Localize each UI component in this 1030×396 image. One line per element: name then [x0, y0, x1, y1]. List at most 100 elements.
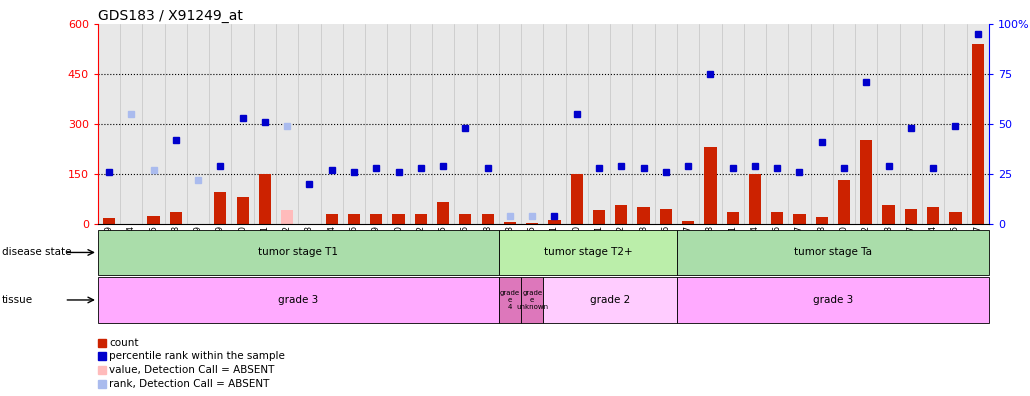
Bar — [147, 216, 160, 224]
Bar — [837, 181, 850, 224]
Bar — [927, 207, 939, 224]
Bar — [142, 24, 165, 224]
Bar — [98, 277, 499, 323]
Bar — [632, 24, 655, 224]
Bar — [811, 24, 833, 224]
Text: grade 3: grade 3 — [813, 295, 853, 305]
Bar — [165, 24, 187, 224]
Bar — [766, 24, 788, 224]
Bar — [410, 24, 432, 224]
Text: tumor stage T1: tumor stage T1 — [259, 248, 338, 257]
Bar — [883, 206, 895, 224]
Bar — [793, 214, 805, 224]
Bar — [945, 24, 966, 224]
Bar — [237, 197, 249, 224]
Bar — [655, 24, 677, 224]
Bar — [253, 24, 276, 224]
Bar — [521, 24, 543, 224]
Bar — [593, 210, 606, 224]
Bar — [214, 192, 227, 224]
Text: grade
e
4: grade e 4 — [500, 290, 520, 310]
Bar — [615, 206, 627, 224]
Bar — [392, 214, 405, 224]
Bar — [232, 24, 253, 224]
Bar — [477, 24, 499, 224]
Bar — [186, 24, 209, 224]
Bar — [499, 230, 677, 275]
Bar — [878, 24, 899, 224]
Text: count: count — [109, 338, 139, 348]
Bar — [432, 24, 454, 224]
Bar — [348, 214, 360, 224]
Bar — [103, 218, 115, 224]
Bar — [899, 24, 922, 224]
Bar — [276, 24, 299, 224]
Text: tumor stage T2+: tumor stage T2+ — [544, 248, 632, 257]
Bar — [659, 209, 672, 224]
Text: grade 2: grade 2 — [590, 295, 630, 305]
Bar — [281, 210, 294, 224]
Bar — [98, 230, 499, 275]
Bar — [454, 24, 477, 224]
Bar — [726, 212, 739, 224]
Bar — [170, 212, 182, 224]
Bar — [526, 223, 539, 224]
Text: rank, Detection Call = ABSENT: rank, Detection Call = ABSENT — [109, 379, 270, 389]
Bar — [705, 147, 717, 224]
Text: value, Detection Call = ABSENT: value, Detection Call = ABSENT — [109, 366, 275, 375]
Bar — [121, 24, 142, 224]
Bar — [343, 24, 365, 224]
Bar — [922, 24, 945, 224]
Bar — [571, 174, 583, 224]
Bar — [699, 24, 721, 224]
Bar — [682, 221, 694, 224]
Bar — [855, 24, 878, 224]
Bar — [387, 24, 410, 224]
Bar — [744, 24, 766, 224]
Bar — [209, 24, 232, 224]
Bar — [320, 24, 343, 224]
Bar — [325, 214, 338, 224]
Text: disease state: disease state — [2, 248, 71, 257]
Bar — [610, 24, 632, 224]
Bar — [966, 24, 989, 224]
Bar — [259, 174, 271, 224]
Bar — [677, 277, 989, 323]
Bar — [816, 217, 828, 224]
Bar — [299, 24, 320, 224]
Bar — [588, 24, 610, 224]
Bar — [721, 24, 744, 224]
Bar — [543, 24, 565, 224]
Text: tumor stage Ta: tumor stage Ta — [794, 248, 871, 257]
Text: GDS183 / X91249_at: GDS183 / X91249_at — [98, 9, 243, 23]
Bar — [950, 212, 962, 224]
Text: grade
e
unknown: grade e unknown — [516, 290, 548, 310]
Bar — [749, 174, 761, 224]
Bar — [370, 214, 382, 224]
Bar — [677, 24, 699, 224]
Bar — [638, 207, 650, 224]
Text: grade 3: grade 3 — [278, 295, 318, 305]
Bar — [771, 212, 784, 224]
Text: percentile rank within the sample: percentile rank within the sample — [109, 352, 285, 362]
Bar — [833, 24, 855, 224]
Bar — [904, 209, 917, 224]
Bar — [499, 277, 521, 323]
Bar — [677, 230, 989, 275]
Bar — [860, 141, 872, 224]
Bar — [548, 221, 560, 224]
Bar — [415, 214, 427, 224]
Bar — [481, 214, 493, 224]
Bar — [544, 277, 677, 323]
Bar — [504, 222, 516, 224]
Bar — [365, 24, 387, 224]
Bar — [521, 277, 543, 323]
Bar — [788, 24, 811, 224]
Bar — [98, 24, 121, 224]
Bar — [971, 44, 984, 224]
Bar — [499, 24, 521, 224]
Text: tissue: tissue — [2, 295, 33, 305]
Bar — [459, 214, 472, 224]
Bar — [437, 202, 449, 224]
Bar — [565, 24, 588, 224]
